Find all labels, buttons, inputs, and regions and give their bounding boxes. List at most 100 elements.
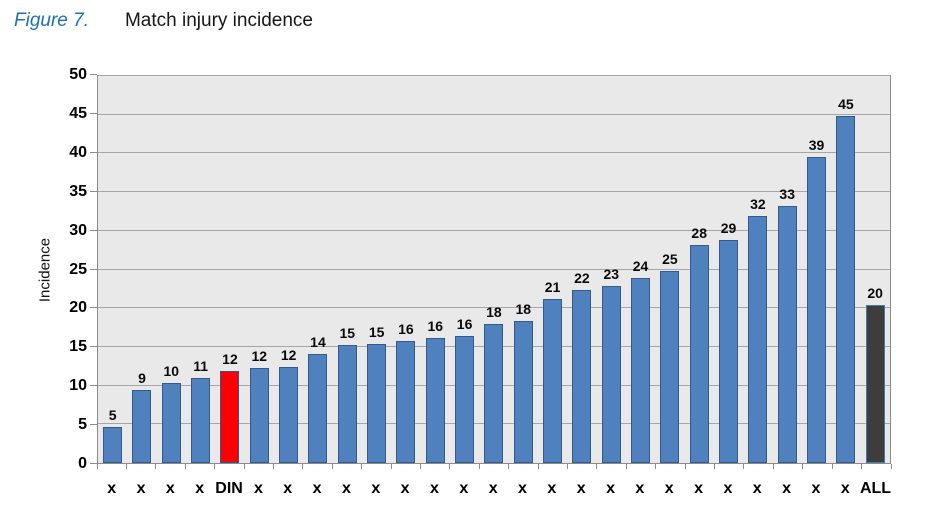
x-label: x xyxy=(606,480,615,497)
bar-value-label: 18 xyxy=(486,303,502,320)
bar-value-label: 20 xyxy=(867,285,883,302)
x-tick-mark xyxy=(390,464,392,469)
bar-value-label: 32 xyxy=(750,196,766,213)
y-tick-mark xyxy=(90,346,97,348)
bar-value-label: 25 xyxy=(662,251,678,268)
bar xyxy=(308,353,328,463)
bar xyxy=(689,244,709,463)
bar xyxy=(484,323,504,463)
gridline xyxy=(98,152,890,154)
x-tick-mark xyxy=(331,464,333,469)
y-tick-mark xyxy=(90,229,97,231)
x-label: x xyxy=(165,480,175,497)
y-tick-mark xyxy=(90,268,97,270)
x-tick-mark xyxy=(567,464,569,469)
x-label: x xyxy=(283,480,293,497)
bar-value-label: 21 xyxy=(544,278,561,295)
x-tick-mark xyxy=(537,464,539,469)
bar-slot: 25 xyxy=(655,76,684,463)
bar-slot: 21 xyxy=(538,76,567,463)
gridline xyxy=(98,113,890,115)
bar xyxy=(572,289,592,463)
bar xyxy=(279,367,299,463)
x-label: x xyxy=(840,480,850,497)
bar-slot: 29 xyxy=(714,76,743,463)
x-label: x xyxy=(488,480,498,497)
x-tick-mark xyxy=(449,464,451,469)
y-tick-mark xyxy=(90,463,97,464)
bar-slot: 23 xyxy=(597,76,626,463)
bar-value-label: 45 xyxy=(838,96,854,113)
bar-value-label: 5 xyxy=(108,407,117,424)
gridline xyxy=(98,307,890,309)
bar-slot: 18 xyxy=(509,76,538,463)
x-label: x xyxy=(576,480,586,497)
x-tick-mark xyxy=(508,464,510,469)
bar-din-highlight xyxy=(220,370,240,463)
bar-value-label: 18 xyxy=(515,301,532,318)
y-tick-label: 5 xyxy=(78,416,87,434)
x-tick-mark xyxy=(419,464,421,469)
bar xyxy=(396,341,416,463)
bar-value-label: 29 xyxy=(720,220,737,237)
x-label: x xyxy=(752,480,762,497)
x-tick-mark xyxy=(184,464,186,469)
y-tick-mark xyxy=(90,385,97,387)
bar-value-label: 14 xyxy=(310,333,326,350)
gridline xyxy=(98,75,890,76)
bar-value-label: 9 xyxy=(138,370,146,387)
x-label: x xyxy=(518,480,527,497)
x-tick-mark xyxy=(743,464,745,469)
x-tick-mark xyxy=(155,464,157,469)
bar-slot: 14 xyxy=(303,76,332,463)
bar-slot: 10 xyxy=(157,76,186,463)
bar-value-label: 15 xyxy=(339,325,356,342)
x-tick-mark xyxy=(831,464,833,469)
bar-slot: 28 xyxy=(685,76,714,463)
y-tick-mark xyxy=(90,424,97,426)
gridline xyxy=(98,191,890,193)
bar xyxy=(748,216,768,463)
bar-value-label: 24 xyxy=(632,258,649,275)
x-tick-mark xyxy=(714,464,716,469)
x-label: x xyxy=(253,480,263,497)
gridline xyxy=(98,268,890,270)
bar xyxy=(777,206,797,463)
x-label: x xyxy=(430,480,439,497)
x-label: x xyxy=(664,480,674,497)
bar-slot: 22 xyxy=(567,76,596,463)
bar xyxy=(337,345,357,463)
x-tick-mark xyxy=(125,464,127,469)
bar xyxy=(601,285,621,463)
x-tick-mark xyxy=(302,464,304,469)
bar-value-label: 22 xyxy=(574,269,590,286)
x-label-all: ALL xyxy=(859,480,892,497)
bar-value-label: 16 xyxy=(398,321,414,338)
y-tick-label: 0 xyxy=(78,455,87,472)
bar-slot: 18 xyxy=(479,76,508,463)
x-tick-mark xyxy=(772,464,774,469)
x-label: x xyxy=(312,480,322,497)
y-tick-mark xyxy=(90,190,97,192)
bar xyxy=(660,271,680,463)
y-tick-label: 10 xyxy=(69,377,87,395)
bar-value-label: 10 xyxy=(163,362,180,379)
bar-slot: 5 xyxy=(98,76,127,463)
x-tick-mark xyxy=(802,464,804,469)
bar-value-label: 39 xyxy=(808,137,825,154)
x-label: x xyxy=(782,480,792,497)
bar xyxy=(161,382,181,463)
bar-slot: 9 xyxy=(127,76,156,463)
bar xyxy=(807,157,827,463)
bar xyxy=(719,240,739,463)
bar xyxy=(103,427,123,463)
y-tick-label: 45 xyxy=(69,104,87,122)
x-label: x xyxy=(723,480,733,497)
y-tick-label: 40 xyxy=(69,143,87,161)
bar xyxy=(455,336,475,463)
bar-slot: 12 xyxy=(245,76,274,463)
bar-slot: 12 xyxy=(274,76,303,463)
bar-value-label: 16 xyxy=(427,317,444,334)
